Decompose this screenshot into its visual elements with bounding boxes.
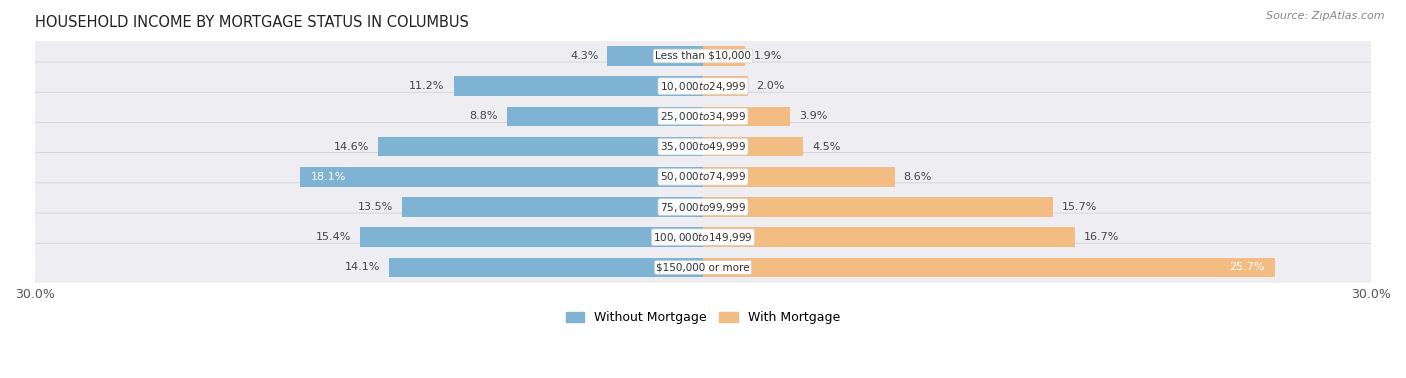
Text: $35,000 to $49,999: $35,000 to $49,999 xyxy=(659,140,747,153)
Bar xyxy=(703,76,748,96)
Bar xyxy=(703,167,894,187)
Text: 8.8%: 8.8% xyxy=(470,112,498,121)
Text: Source: ZipAtlas.com: Source: ZipAtlas.com xyxy=(1267,11,1385,21)
Text: 25.7%: 25.7% xyxy=(1229,262,1264,273)
Text: 3.9%: 3.9% xyxy=(799,112,827,121)
Text: $100,000 to $149,999: $100,000 to $149,999 xyxy=(654,231,752,244)
Text: $150,000 or more: $150,000 or more xyxy=(657,262,749,273)
Text: 16.7%: 16.7% xyxy=(1084,232,1119,242)
Bar xyxy=(360,228,703,247)
Text: $50,000 to $74,999: $50,000 to $74,999 xyxy=(659,170,747,183)
Bar xyxy=(703,137,803,156)
FancyBboxPatch shape xyxy=(17,153,1389,201)
Bar xyxy=(703,197,1053,217)
Bar xyxy=(508,107,703,126)
Text: 2.0%: 2.0% xyxy=(756,81,785,91)
Text: 13.5%: 13.5% xyxy=(359,202,394,212)
FancyBboxPatch shape xyxy=(17,122,1389,171)
FancyBboxPatch shape xyxy=(17,92,1389,141)
Text: HOUSEHOLD INCOME BY MORTGAGE STATUS IN COLUMBUS: HOUSEHOLD INCOME BY MORTGAGE STATUS IN C… xyxy=(35,15,468,30)
Bar xyxy=(703,258,1275,277)
FancyBboxPatch shape xyxy=(17,62,1389,110)
FancyBboxPatch shape xyxy=(17,183,1389,231)
Bar xyxy=(607,46,703,66)
Bar xyxy=(703,46,745,66)
Text: $75,000 to $99,999: $75,000 to $99,999 xyxy=(659,200,747,214)
Text: Less than $10,000: Less than $10,000 xyxy=(655,51,751,61)
Text: 15.4%: 15.4% xyxy=(316,232,352,242)
Text: 8.6%: 8.6% xyxy=(904,172,932,182)
Text: 18.1%: 18.1% xyxy=(311,172,346,182)
Bar xyxy=(454,76,703,96)
Text: 14.1%: 14.1% xyxy=(344,262,380,273)
Text: 15.7%: 15.7% xyxy=(1062,202,1097,212)
Bar xyxy=(703,228,1076,247)
Text: $10,000 to $24,999: $10,000 to $24,999 xyxy=(659,80,747,93)
Legend: Without Mortgage, With Mortgage: Without Mortgage, With Mortgage xyxy=(561,307,845,330)
Bar xyxy=(402,197,703,217)
Text: $25,000 to $34,999: $25,000 to $34,999 xyxy=(659,110,747,123)
Text: 4.3%: 4.3% xyxy=(569,51,599,61)
FancyBboxPatch shape xyxy=(17,213,1389,262)
FancyBboxPatch shape xyxy=(17,32,1389,80)
Bar xyxy=(389,258,703,277)
Bar xyxy=(299,167,703,187)
Text: 14.6%: 14.6% xyxy=(333,142,368,152)
Bar xyxy=(703,107,790,126)
FancyBboxPatch shape xyxy=(17,243,1389,291)
Bar xyxy=(378,137,703,156)
Text: 1.9%: 1.9% xyxy=(754,51,783,61)
Text: 11.2%: 11.2% xyxy=(409,81,444,91)
Text: 4.5%: 4.5% xyxy=(813,142,841,152)
